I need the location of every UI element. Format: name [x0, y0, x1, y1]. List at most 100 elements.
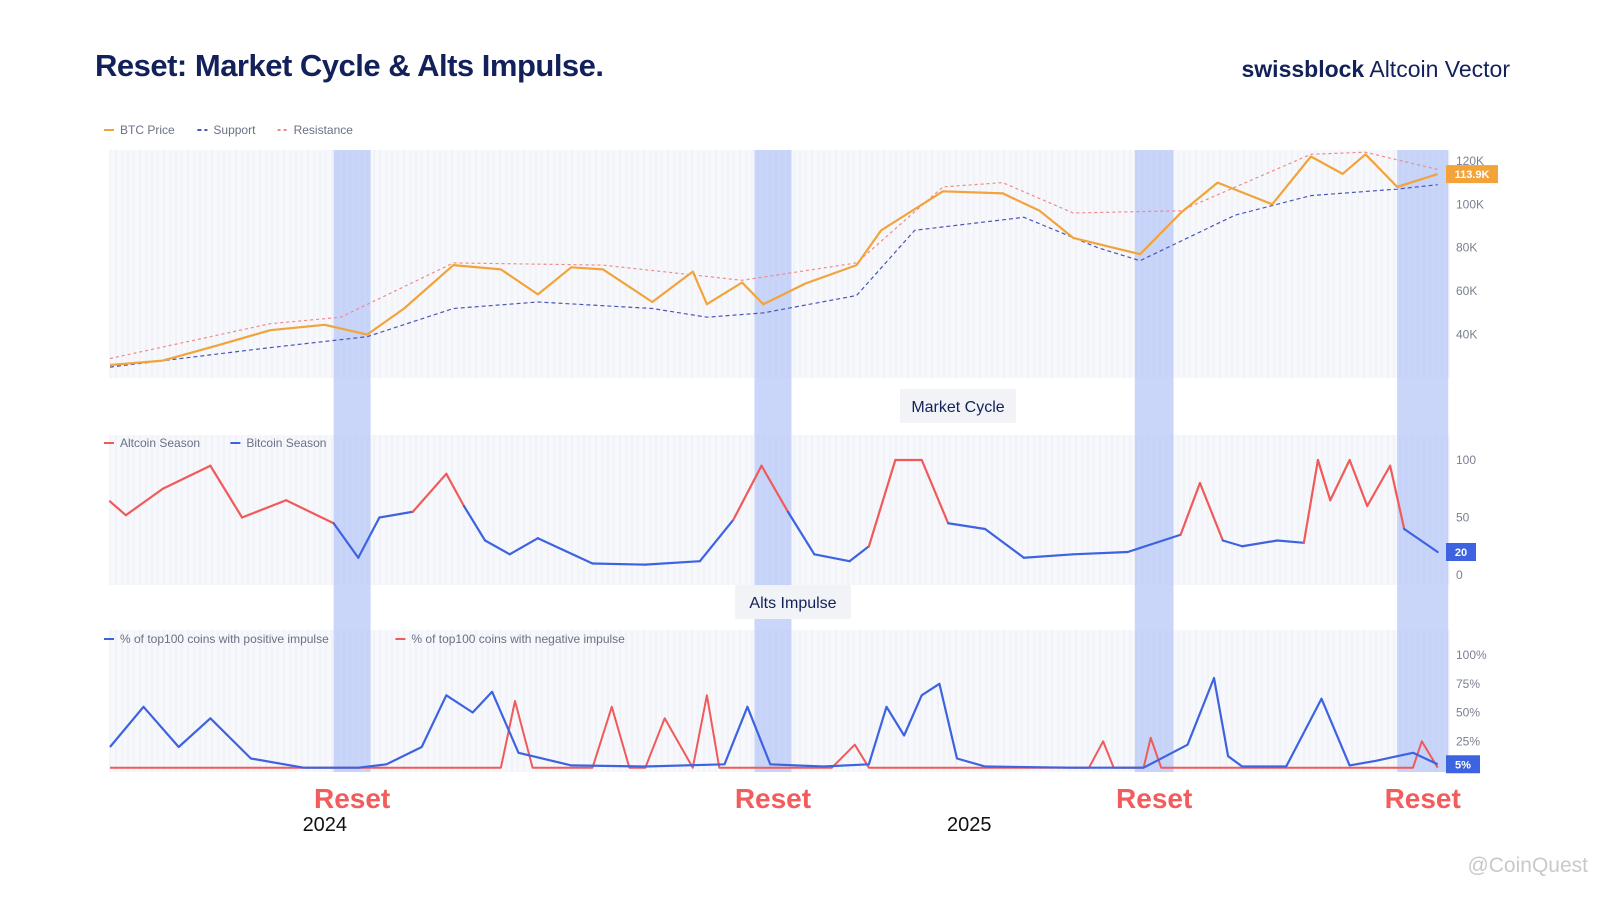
y-tick-label: 50 [1456, 511, 1470, 525]
season-segment [1241, 539, 1279, 548]
season-segment [1276, 539, 1305, 544]
season-segment [1126, 533, 1182, 554]
brand-logo: swissblock Altcoin Vector [1242, 56, 1511, 83]
season-segment [1348, 458, 1369, 508]
season-segment [1198, 481, 1224, 542]
season-segment [240, 499, 288, 519]
y-tick-label: 0 [1456, 568, 1463, 582]
season-segment [483, 539, 511, 556]
legend-item-3: Resistance [294, 123, 354, 137]
season-segment [1316, 458, 1332, 502]
legend-item-1: BTC Price [120, 123, 175, 137]
season-segment [984, 527, 1025, 559]
season-segment [462, 504, 487, 542]
y-tick-label: 120K [1456, 154, 1484, 168]
section-label-bg [900, 389, 1016, 423]
badge-text: 20 [1455, 547, 1467, 559]
season-segment [161, 464, 212, 490]
brand-product: Altcoin Vector [1369, 56, 1510, 82]
reset-band-4 [1397, 150, 1449, 772]
page-title: Reset: Market Cycle & Alts Impulse. [95, 48, 604, 83]
section-label-market-cycle: Market Cycle [900, 389, 1016, 423]
season-segment [1403, 527, 1439, 554]
season-segment [1329, 458, 1351, 502]
section-label-text: Market Cycle [911, 399, 1004, 416]
brand-name: swissblock [1241, 56, 1365, 82]
legend-panel-1: BTC Price Support Resistance [104, 123, 353, 137]
reset-band-2 [754, 150, 792, 772]
reset-label-3: Reset [1116, 783, 1192, 814]
badge-text: 5% [1455, 759, 1471, 771]
season-segment [644, 560, 701, 566]
season-segment [786, 510, 816, 556]
legend-item-2: % of top100 coins with negative impulse [411, 632, 625, 646]
season-segment [209, 464, 244, 519]
legend-item-1: Altcoin Season [120, 436, 200, 450]
season-segment [536, 537, 594, 565]
year-label-2024: 2024 [303, 814, 348, 836]
season-segment [848, 545, 871, 563]
y-tick-label: 100 [1456, 453, 1476, 467]
season-segment [1389, 464, 1406, 531]
y-tick-label: 25% [1456, 734, 1480, 748]
season-segment [1072, 550, 1129, 556]
season-segment [108, 500, 127, 517]
season-segment [947, 522, 987, 531]
season-segment [445, 472, 466, 508]
legend-panel-2: Altcoin Season Bitcoin Season [104, 436, 326, 450]
badge-bg [1446, 165, 1498, 184]
season-segment [357, 516, 381, 559]
series-positive-impulse-line [109, 676, 1439, 769]
legend-item-2: Bitcoin Season [246, 436, 326, 450]
season-segment [920, 458, 950, 525]
series-resistance-line [109, 151, 1438, 360]
y-tick-label: 50% [1456, 706, 1480, 720]
season-segment [867, 458, 897, 548]
series-season-line [108, 458, 1439, 566]
section-label-bg [735, 585, 851, 619]
reset-label-2: Reset [735, 783, 811, 814]
season-segment [760, 464, 790, 513]
season-segment [698, 518, 735, 563]
reset-band-3 [1134, 150, 1174, 772]
series-btc-price-line [109, 153, 1439, 367]
season-segment [1022, 553, 1075, 559]
legend-item-2: Support [213, 123, 256, 137]
last-value-badge-3: 5% [1446, 755, 1480, 774]
badge-bg [1446, 543, 1476, 561]
season-segment [1302, 458, 1320, 544]
season-segment [378, 510, 414, 519]
section-label-alts-impulse: Alts Impulse [735, 585, 851, 619]
season-segment [1179, 481, 1202, 536]
season-segment [508, 537, 539, 556]
season-segment [332, 522, 360, 559]
legend-panel-3: % of top100 coins with positive impulse%… [104, 632, 625, 646]
y-tick-label: 60K [1456, 284, 1477, 298]
last-value-badge-1: 113.9K [1446, 165, 1498, 184]
reset-label-4: Reset [1385, 783, 1461, 814]
season-segment [732, 464, 763, 521]
badge-bg [1446, 755, 1480, 774]
reset-label-1: Reset [314, 783, 390, 814]
season-segment [1221, 539, 1244, 548]
badge-text: 113.9K [1455, 169, 1490, 181]
season-segment [411, 472, 448, 513]
y-tick-label: 40K [1456, 328, 1477, 342]
reset-band-1 [333, 150, 371, 772]
season-segment [124, 487, 164, 517]
y-tick-label: 80K [1456, 241, 1477, 255]
last-value-badge-2: 20 [1446, 543, 1476, 561]
season-segment [1366, 464, 1392, 508]
season-segment [591, 562, 647, 566]
y-tick-label: 100K [1456, 197, 1484, 211]
season-segment [284, 499, 335, 525]
series-negative-impulse-line [110, 694, 1439, 769]
y-tick-label: 75% [1456, 677, 1480, 691]
legend-item-1: % of top100 coins with positive impulse [120, 632, 329, 646]
watermark: @CoinQuest [1467, 854, 1588, 877]
y-tick-label: 100% [1456, 648, 1487, 662]
section-label-text: Alts Impulse [749, 595, 836, 612]
year-label-2025: 2025 [947, 814, 992, 836]
season-segment [813, 553, 851, 563]
